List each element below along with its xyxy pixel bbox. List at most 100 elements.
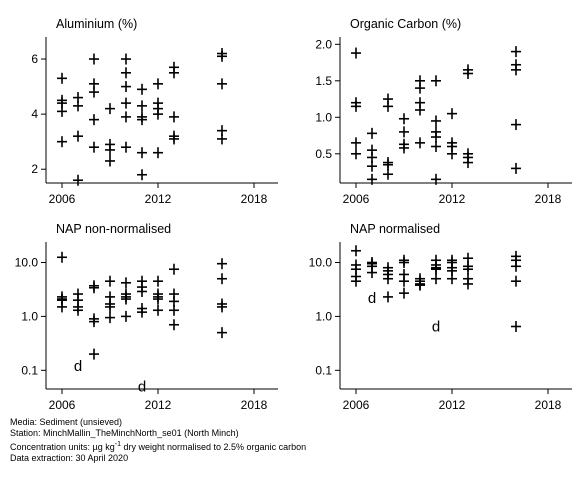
x-tick-label: 2018 [241,192,268,206]
data-point-plus [105,103,115,115]
y-tick-label: 10.0 [309,255,333,269]
footer-station: Station: MinchMallin_TheMinchNorth_se01 … [10,428,239,438]
data-point-plus [351,275,361,287]
x-tick-label: 2018 [535,192,562,206]
x-tick-label: 2006 [343,398,370,412]
data-point-plus [169,263,179,275]
data-point-plus [169,319,179,331]
data-point-plus [137,114,147,126]
footer-media: Media: Sediment (unsieved) [10,417,123,427]
data-point-plus [89,348,99,360]
x-tick-label: 2012 [145,192,172,206]
y-tick-label: 2.0 [315,37,332,51]
x-tick-label: 2012 [439,398,466,412]
x-tick-label: 2006 [49,398,76,412]
data-point-plus [73,100,83,112]
data-point-plus [57,136,67,148]
data-point-plus [121,53,131,65]
data-point-plus [415,104,425,116]
data-point-plus [89,282,99,294]
data-point-plus [415,137,425,149]
panel-title: Organic Carbon (%) [350,17,461,31]
data-point-plus [153,293,163,305]
data-point-plus [57,105,67,117]
below-detection-marker: d [432,318,440,335]
data-point-plus [73,304,83,316]
x-tick-label: 2012 [145,398,172,412]
data-point-plus [217,133,227,145]
data-point-plus [447,148,457,160]
panel-title: NAP normalised [350,222,440,236]
data-point-plus [121,141,131,153]
data-point-plus [217,50,227,62]
data-point-plus [89,86,99,98]
data-point-plus [463,278,473,290]
y-tick-label: 6 [31,52,38,66]
x-tick-label: 2018 [535,398,562,412]
data-point-plus [153,78,163,90]
data-point-plus [217,273,227,285]
data-point-plus [105,144,115,156]
data-point-plus [511,275,521,287]
data-point-plus [431,131,441,143]
data-point-plus [367,267,377,279]
data-point-plus [367,173,377,185]
data-point-plus [169,67,179,79]
data-point-plus [105,312,115,324]
data-point-plus [351,47,361,59]
footer-units-prefix: Concentration units: µg kg [10,442,115,452]
data-point-plus [511,320,521,332]
panel-4: NAP normalised 0.1 1.0 10.0 2006 2012 2018 d d [309,222,572,412]
data-point-plus [383,159,393,171]
data-point-plus [511,260,521,272]
data-point-plus [511,119,521,131]
x-tick-label: 2018 [241,398,268,412]
data-point-plus [383,291,393,303]
data-point-plus [121,293,131,305]
data-point-plus [217,301,227,313]
panel-title: NAP non-normalised [56,222,171,236]
footer: Media: Sediment (unsieved) Station: Minc… [10,417,306,464]
data-point-plus [383,168,393,180]
y-tick-label: 1.0 [315,110,332,124]
data-point-plus [399,126,409,138]
data-point-plus [351,137,361,149]
data-point-plus [137,100,147,112]
data-point-plus [121,81,131,93]
data-point-plus [415,82,425,94]
data-point-plus [73,174,83,186]
footer-extraction: Data extraction: 30 April 2020 [10,453,129,463]
data-point-plus [137,285,147,297]
data-point-plus [105,301,115,313]
x-tick-label: 2012 [439,192,466,206]
data-point-plus [367,160,377,172]
data-point-plus [169,304,179,316]
data-point-plus [121,277,131,289]
data-point-plus [351,100,361,112]
data-point-plus [57,301,67,313]
data-point-plus [431,115,441,127]
data-point-plus [137,83,147,95]
footer-units: Concentration units: µg kg-1 dry weight … [10,439,306,453]
panel-2: Organic Carbon (%) 0.5 1.0 1.5 2.0 2006 2012 20… [315,17,572,206]
data-point-plus [121,310,131,322]
y-tick-label: 1.5 [315,74,332,88]
footer-units-superscript: -1 [114,441,121,448]
below-detection-marker: d [138,379,146,396]
data-point-plus [511,64,521,76]
data-point-plus [105,155,115,167]
data-point-plus [153,108,163,120]
data-point-plus [431,263,441,275]
data-point-plus [137,306,147,318]
panel-1: Aluminium (%) 2 4 6 2006 2012 2018 [31,17,278,206]
data-point-plus [137,147,147,159]
footer-units-suffix: dry weight normalised to 2.5% organic ca… [120,442,307,452]
data-point-plus [431,141,441,152]
y-tick-label: 4 [31,107,38,121]
y-tick-label: 2 [31,162,38,176]
data-point-plus [57,72,67,84]
y-tick-label: 0.5 [315,147,332,161]
panel-title: Aluminium (%) [56,17,137,31]
y-tick-label: 10.0 [15,255,39,269]
y-tick-label: 0.1 [21,363,38,377]
